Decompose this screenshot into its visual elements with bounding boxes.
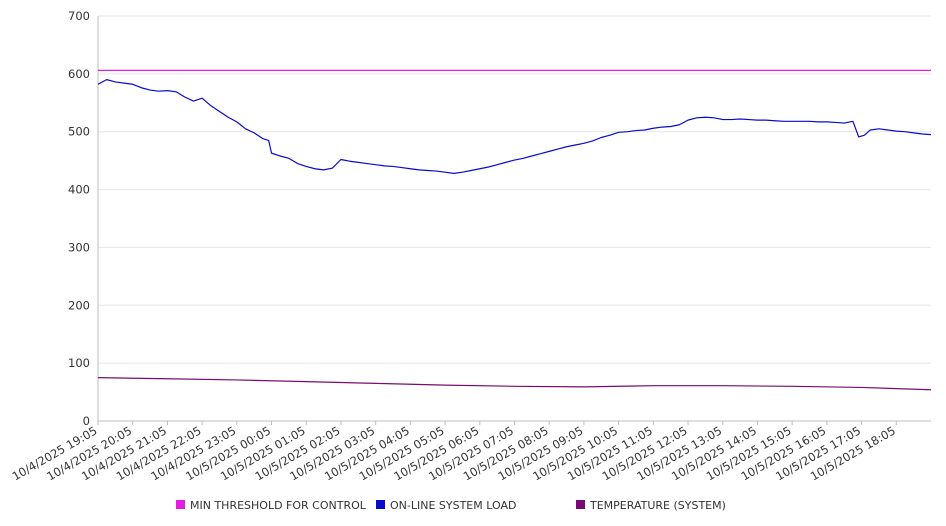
series-group <box>97 69 932 391</box>
legend-swatch <box>176 500 185 509</box>
series-line-temperature-system <box>97 377 932 391</box>
legend-label: MIN THRESHOLD FOR CONTROL <box>190 499 367 512</box>
legend-swatch <box>376 500 385 509</box>
legend-swatch <box>576 500 585 509</box>
y-tick-label: 500 <box>68 125 90 139</box>
legend-label: ON-LINE SYSTEM LOAD <box>390 499 516 512</box>
y-axis: 0 100 200 300 400 500 600 700 <box>68 9 99 428</box>
legend: MIN THRESHOLD FOR CONTROL ON-LINE SYSTEM … <box>176 499 726 512</box>
y-tick-label: 200 <box>68 298 90 312</box>
y-tick-label: 600 <box>68 67 90 81</box>
y-tick-label: 0 <box>83 414 90 428</box>
series-line-on-line-system-load <box>97 79 932 174</box>
y-tick-label: 300 <box>68 240 90 254</box>
y-tick-label: 700 <box>68 9 90 23</box>
legend-label: TEMPERATURE (SYSTEM) <box>589 499 726 512</box>
y-tick-label: 100 <box>68 356 90 370</box>
y-tick-label: 400 <box>68 183 90 197</box>
